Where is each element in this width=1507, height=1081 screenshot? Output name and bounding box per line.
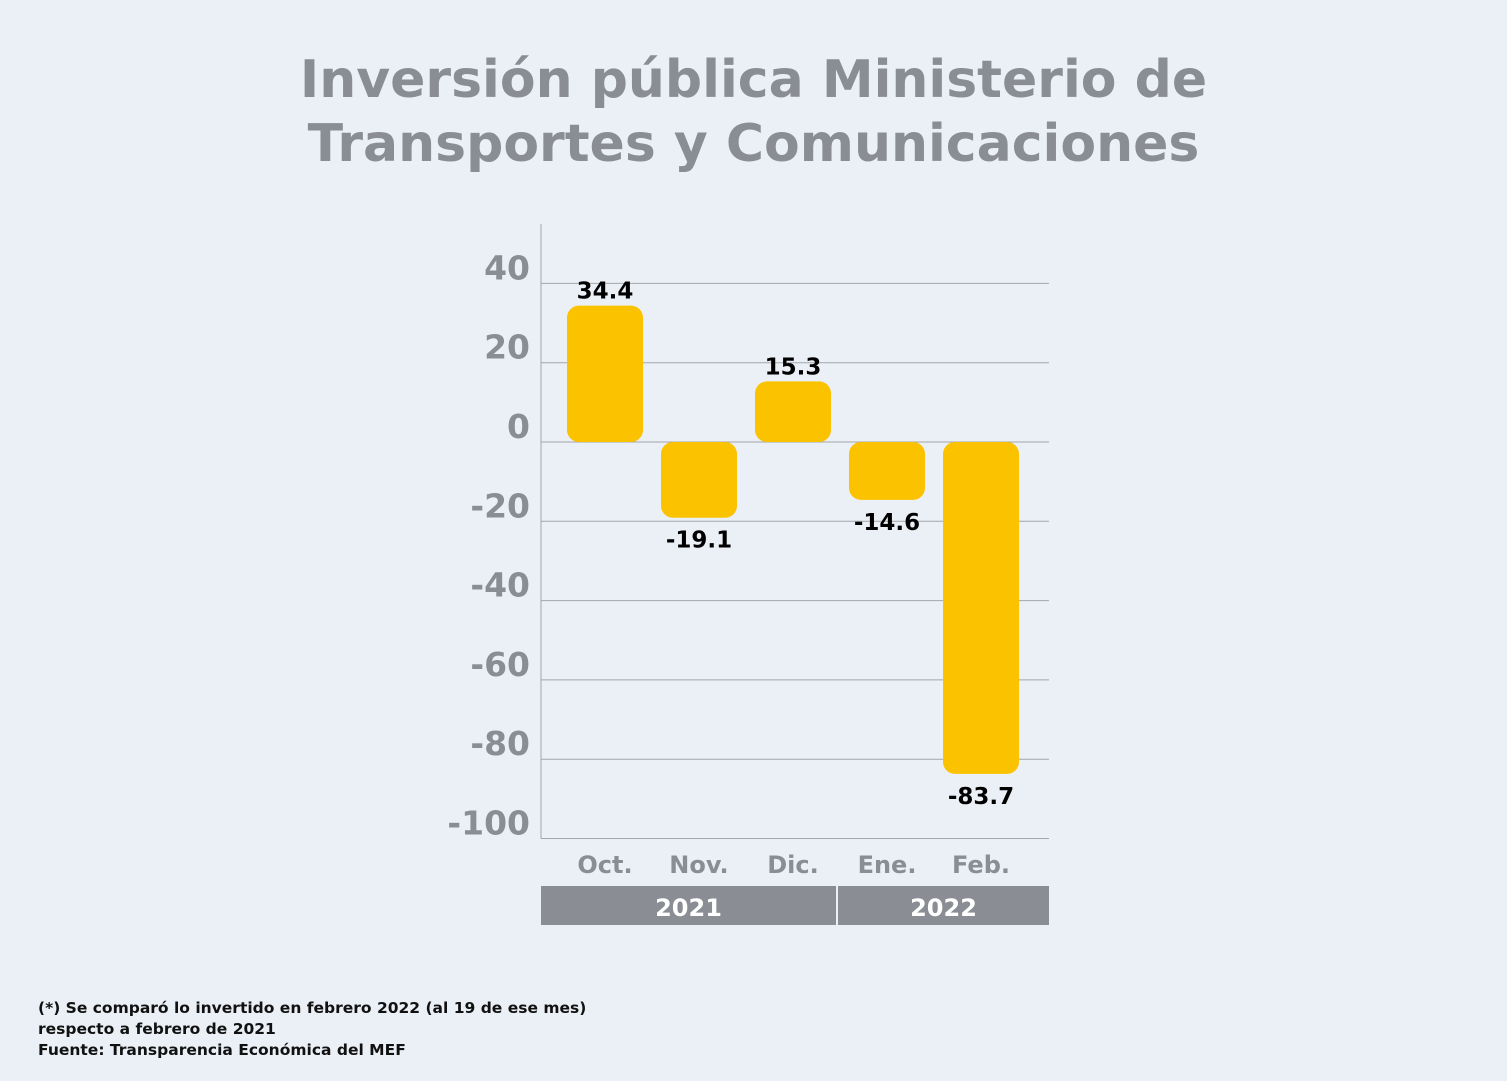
bar-nov bbox=[661, 442, 737, 518]
y-tick-label: -80 bbox=[470, 724, 530, 763]
data-label: -14.6 bbox=[854, 510, 920, 536]
data-label: 34.4 bbox=[577, 279, 634, 305]
y-tick-label: 0 bbox=[507, 407, 530, 446]
y-tick-label: -40 bbox=[470, 566, 530, 605]
bar-ene bbox=[849, 442, 925, 500]
x-tick-label: Ene. bbox=[858, 851, 917, 879]
y-tick-label: -60 bbox=[470, 645, 530, 684]
chart-title-line-1: Inversión pública Ministerio de bbox=[299, 50, 1208, 110]
data-label: 15.3 bbox=[765, 354, 822, 380]
y-tick-label: 40 bbox=[484, 248, 530, 287]
data-label: -19.1 bbox=[666, 528, 732, 554]
bar-feb bbox=[943, 442, 1019, 774]
bar-oct bbox=[567, 305, 643, 442]
source-note: Fuente: Transparencia Económica del MEF bbox=[38, 1041, 406, 1059]
footnote-line-2: respecto a febrero de 2021 bbox=[38, 1020, 276, 1038]
y-tick-label: 20 bbox=[484, 328, 530, 367]
x-tick-label: Oct. bbox=[577, 851, 632, 879]
bar-dic bbox=[755, 381, 831, 442]
year-label: 2021 bbox=[655, 894, 722, 922]
footnotes: (*) Se comparó lo invertido en febrero 2… bbox=[38, 998, 586, 1061]
x-tick-label: Feb. bbox=[952, 851, 1010, 879]
chart-title-line-2: Transportes y Comunicaciones bbox=[307, 114, 1200, 174]
footnote-line-1: (*) Se comparó lo invertido en febrero 2… bbox=[38, 999, 587, 1017]
y-tick-label: -100 bbox=[447, 804, 530, 843]
year-label: 2022 bbox=[910, 894, 977, 922]
chart-title: Inversión pública Ministerio de Transpor… bbox=[0, 48, 1507, 176]
year-band bbox=[541, 886, 836, 925]
x-tick-label: Nov. bbox=[669, 851, 728, 879]
data-label: -83.7 bbox=[948, 784, 1014, 810]
x-tick-label: Dic. bbox=[767, 851, 819, 879]
year-band bbox=[838, 886, 1049, 925]
y-tick-label: -20 bbox=[470, 486, 530, 525]
